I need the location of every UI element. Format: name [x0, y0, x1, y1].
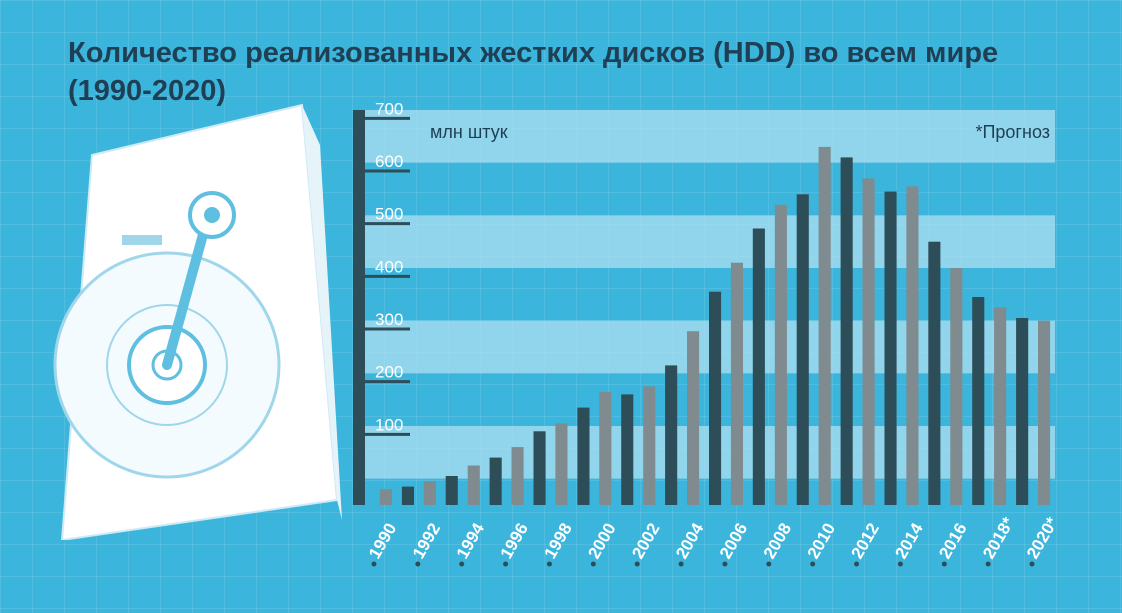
- x-tick-label: 2004: [672, 519, 708, 562]
- bar-2013: [884, 191, 897, 505]
- y-tick-label: 300: [375, 310, 403, 329]
- unit-label: млн штук: [430, 122, 508, 142]
- x-tick-label: 2008: [760, 520, 795, 562]
- x-tick-dot: [1029, 561, 1035, 567]
- grid-band: [355, 215, 1055, 268]
- bar-2008: [774, 204, 787, 506]
- x-tick-dot: [722, 561, 728, 567]
- x-tick-dot: [678, 561, 684, 567]
- x-tick-label: 2010: [804, 520, 839, 562]
- hard-drive-illustration: [53, 103, 342, 540]
- bar-2004: [687, 331, 700, 505]
- y-axis-line: [353, 110, 365, 505]
- bar-1994: [467, 465, 480, 505]
- chart-title: Количество реализованных жестких дисков …: [68, 37, 999, 107]
- x-tick-label: 1994: [453, 519, 489, 562]
- background-bands: [355, 110, 1055, 479]
- bar-2016: [950, 268, 963, 505]
- bar-2014: [906, 186, 919, 505]
- bar-1997: [533, 431, 546, 505]
- bar-1991: [401, 486, 414, 505]
- x-tick-dot: [503, 561, 509, 567]
- bar-2007: [752, 228, 765, 505]
- y-tick-label: 100: [375, 415, 403, 434]
- x-tick-dot: [459, 561, 465, 567]
- x-tick-dot: [810, 561, 816, 567]
- x-tick-label: 2018*: [979, 514, 1018, 562]
- y-tick-label: 200: [375, 363, 403, 382]
- x-tick-label: 2014: [891, 519, 927, 562]
- bar-2001: [621, 394, 634, 505]
- bar-1995: [489, 457, 502, 505]
- bar-1998: [555, 423, 568, 505]
- grid-band: [355, 110, 1055, 163]
- x-tick-label: 1998: [540, 520, 575, 562]
- x-tick-dot: [985, 561, 991, 567]
- x-tick-dot: [371, 561, 377, 567]
- bar-1996: [511, 447, 524, 505]
- x-tick-dot: [897, 561, 903, 567]
- x-tick-dot: [415, 561, 421, 567]
- x-tick-label: 2016: [935, 520, 970, 562]
- bar-2010: [818, 146, 831, 505]
- x-tick-label: 2002: [628, 520, 663, 562]
- bar-2002: [643, 386, 656, 505]
- grid-band: [355, 320, 1055, 374]
- bar-1992: [423, 481, 436, 505]
- bar-2018: [994, 307, 1007, 505]
- y-tick-label: 600: [375, 152, 403, 171]
- bars: [379, 146, 1051, 506]
- bar-2017: [972, 297, 985, 505]
- x-tick-label: 2020*: [1023, 514, 1062, 562]
- x-tick-dot: [634, 561, 640, 567]
- x-tick-dot: [854, 561, 860, 567]
- bar-2009: [796, 194, 809, 506]
- bar-1990: [379, 489, 392, 505]
- bar-2003: [665, 365, 678, 505]
- x-tick-label: 2006: [716, 520, 751, 562]
- x-tick-label: 2000: [584, 520, 619, 562]
- x-tick-label: 1996: [497, 520, 532, 562]
- y-tick-label: 500: [375, 205, 403, 224]
- forecast-note: *Прогноз: [975, 122, 1050, 142]
- grid-band: [355, 426, 1055, 479]
- x-tick-dot: [546, 561, 552, 567]
- x-tick-label: 1992: [409, 520, 444, 562]
- bar-2000: [599, 391, 612, 505]
- bar-1999: [577, 407, 590, 505]
- x-axis-labels: 1990 1992 1994 1996 1998 2000 2002 2004 2006 2008…: [365, 514, 1062, 567]
- y-tick-label: 400: [375, 257, 403, 276]
- bar-2006: [730, 262, 743, 505]
- y-tick-label: 700: [375, 99, 403, 118]
- bar-2005: [709, 291, 722, 505]
- y-axis: 100 200 300 400 500 600 700: [353, 99, 410, 505]
- bar-2020: [1038, 320, 1051, 505]
- bar-2011: [840, 157, 853, 505]
- bar-1993: [445, 476, 458, 505]
- x-tick-dot: [766, 561, 772, 567]
- x-tick-label: 2012: [848, 520, 883, 562]
- bar-2015: [928, 241, 941, 505]
- bar-2019: [1016, 318, 1029, 505]
- x-tick-dot: [941, 561, 947, 567]
- bar-2012: [862, 178, 875, 505]
- x-tick-label: 1990: [365, 520, 400, 562]
- x-tick-dot: [590, 561, 596, 567]
